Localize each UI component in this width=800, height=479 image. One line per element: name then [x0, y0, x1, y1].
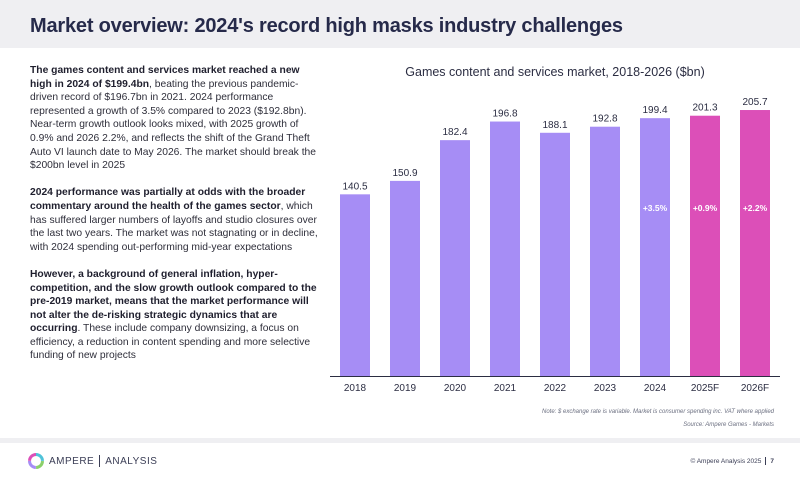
chart-canvas: 140.5 2018 150.9 2019 182.4 2020 196.8 2021 188.… — [330, 97, 780, 394]
bar-2026F — [740, 110, 770, 376]
logo-brand-suffix: ANALYSIS — [105, 455, 158, 467]
value-label-2021: 196.8 — [492, 109, 517, 120]
bar-2024 — [640, 118, 670, 377]
ampere-logo-icon — [28, 453, 44, 469]
x-tick-label-2025F: 2025F — [691, 383, 719, 394]
bar-chart: Games content and services market, 2018-… — [325, 58, 785, 403]
page-number: 7 — [770, 457, 774, 465]
logo-brand: AMPERE — [49, 455, 95, 467]
paragraph-3-bold: However, a background of general inflati… — [30, 268, 317, 335]
page-title: Market overview: 2024's record high mask… — [30, 15, 623, 37]
x-tick-label-2021: 2021 — [494, 383, 517, 394]
value-label-2026F: 205.7 — [742, 97, 767, 108]
bar-2023 — [590, 126, 620, 377]
ampere-logo: AMPERE ANALYSIS — [28, 453, 157, 469]
chart-title: Games content and services market, 2018-… — [405, 65, 705, 79]
paragraph-2-text: , which has suffered larger numbers of l… — [30, 200, 318, 253]
growth-label-2024: +3.5% — [643, 203, 668, 213]
value-label-2023: 192.8 — [592, 114, 617, 125]
value-label-2020: 182.4 — [442, 127, 467, 138]
chart-note: Note: $ exchange rate is variable. Marke… — [541, 409, 774, 415]
x-tick-label-2024: 2024 — [644, 383, 667, 394]
paragraph-1: The games content and services market re… — [30, 64, 320, 173]
header-bar: Market overview: 2024's record high mask… — [0, 0, 800, 48]
bar-2018 — [340, 194, 370, 376]
bar-2019 — [390, 180, 420, 376]
bar-2025F — [690, 115, 720, 376]
growth-label-2026F: +2.2% — [743, 203, 768, 213]
value-label-2022: 188.1 — [542, 120, 567, 131]
x-tick-label-2023: 2023 — [594, 383, 617, 394]
x-tick-label-2022: 2022 — [544, 383, 567, 394]
paragraph-2-bold: 2024 performance was partially at odds w… — [30, 187, 306, 212]
copyright-text: © Ampere Analysis 2025 — [690, 457, 762, 465]
value-label-2025F: 201.3 — [692, 103, 717, 114]
value-label-2018: 140.5 — [342, 181, 367, 192]
chart-source: Source: Ampere Games - Markets — [683, 422, 774, 428]
paragraph-1-bold: The games content and services market re… — [30, 65, 300, 90]
paragraph-3: However, a background of general inflati… — [30, 268, 320, 363]
copyright-separator — [765, 457, 767, 465]
x-tick-label-2020: 2020 — [444, 383, 467, 394]
x-tick-label-2019: 2019 — [394, 383, 417, 394]
logo-separator — [99, 455, 101, 467]
bar-2021 — [490, 121, 520, 376]
growth-label-2025F: +0.9% — [693, 203, 718, 213]
paragraph-2: 2024 performance was partially at odds w… — [30, 186, 320, 254]
copyright: © Ampere Analysis 2025 7 — [690, 457, 774, 465]
value-label-2024: 199.4 — [642, 105, 667, 116]
paragraph-1-text: , beating the previous pandemic-driven r… — [30, 78, 317, 172]
commentary-text: The games content and services market re… — [30, 64, 320, 377]
bar-2020 — [440, 140, 470, 376]
value-label-2019: 150.9 — [392, 168, 417, 179]
footer-divider — [0, 438, 800, 443]
x-tick-label-2018: 2018 — [344, 383, 367, 394]
paragraph-3-text: . These include company downsizing, a fo… — [30, 323, 311, 362]
bar-2022 — [540, 132, 570, 376]
x-tick-label-2026F: 2026F — [741, 383, 769, 394]
